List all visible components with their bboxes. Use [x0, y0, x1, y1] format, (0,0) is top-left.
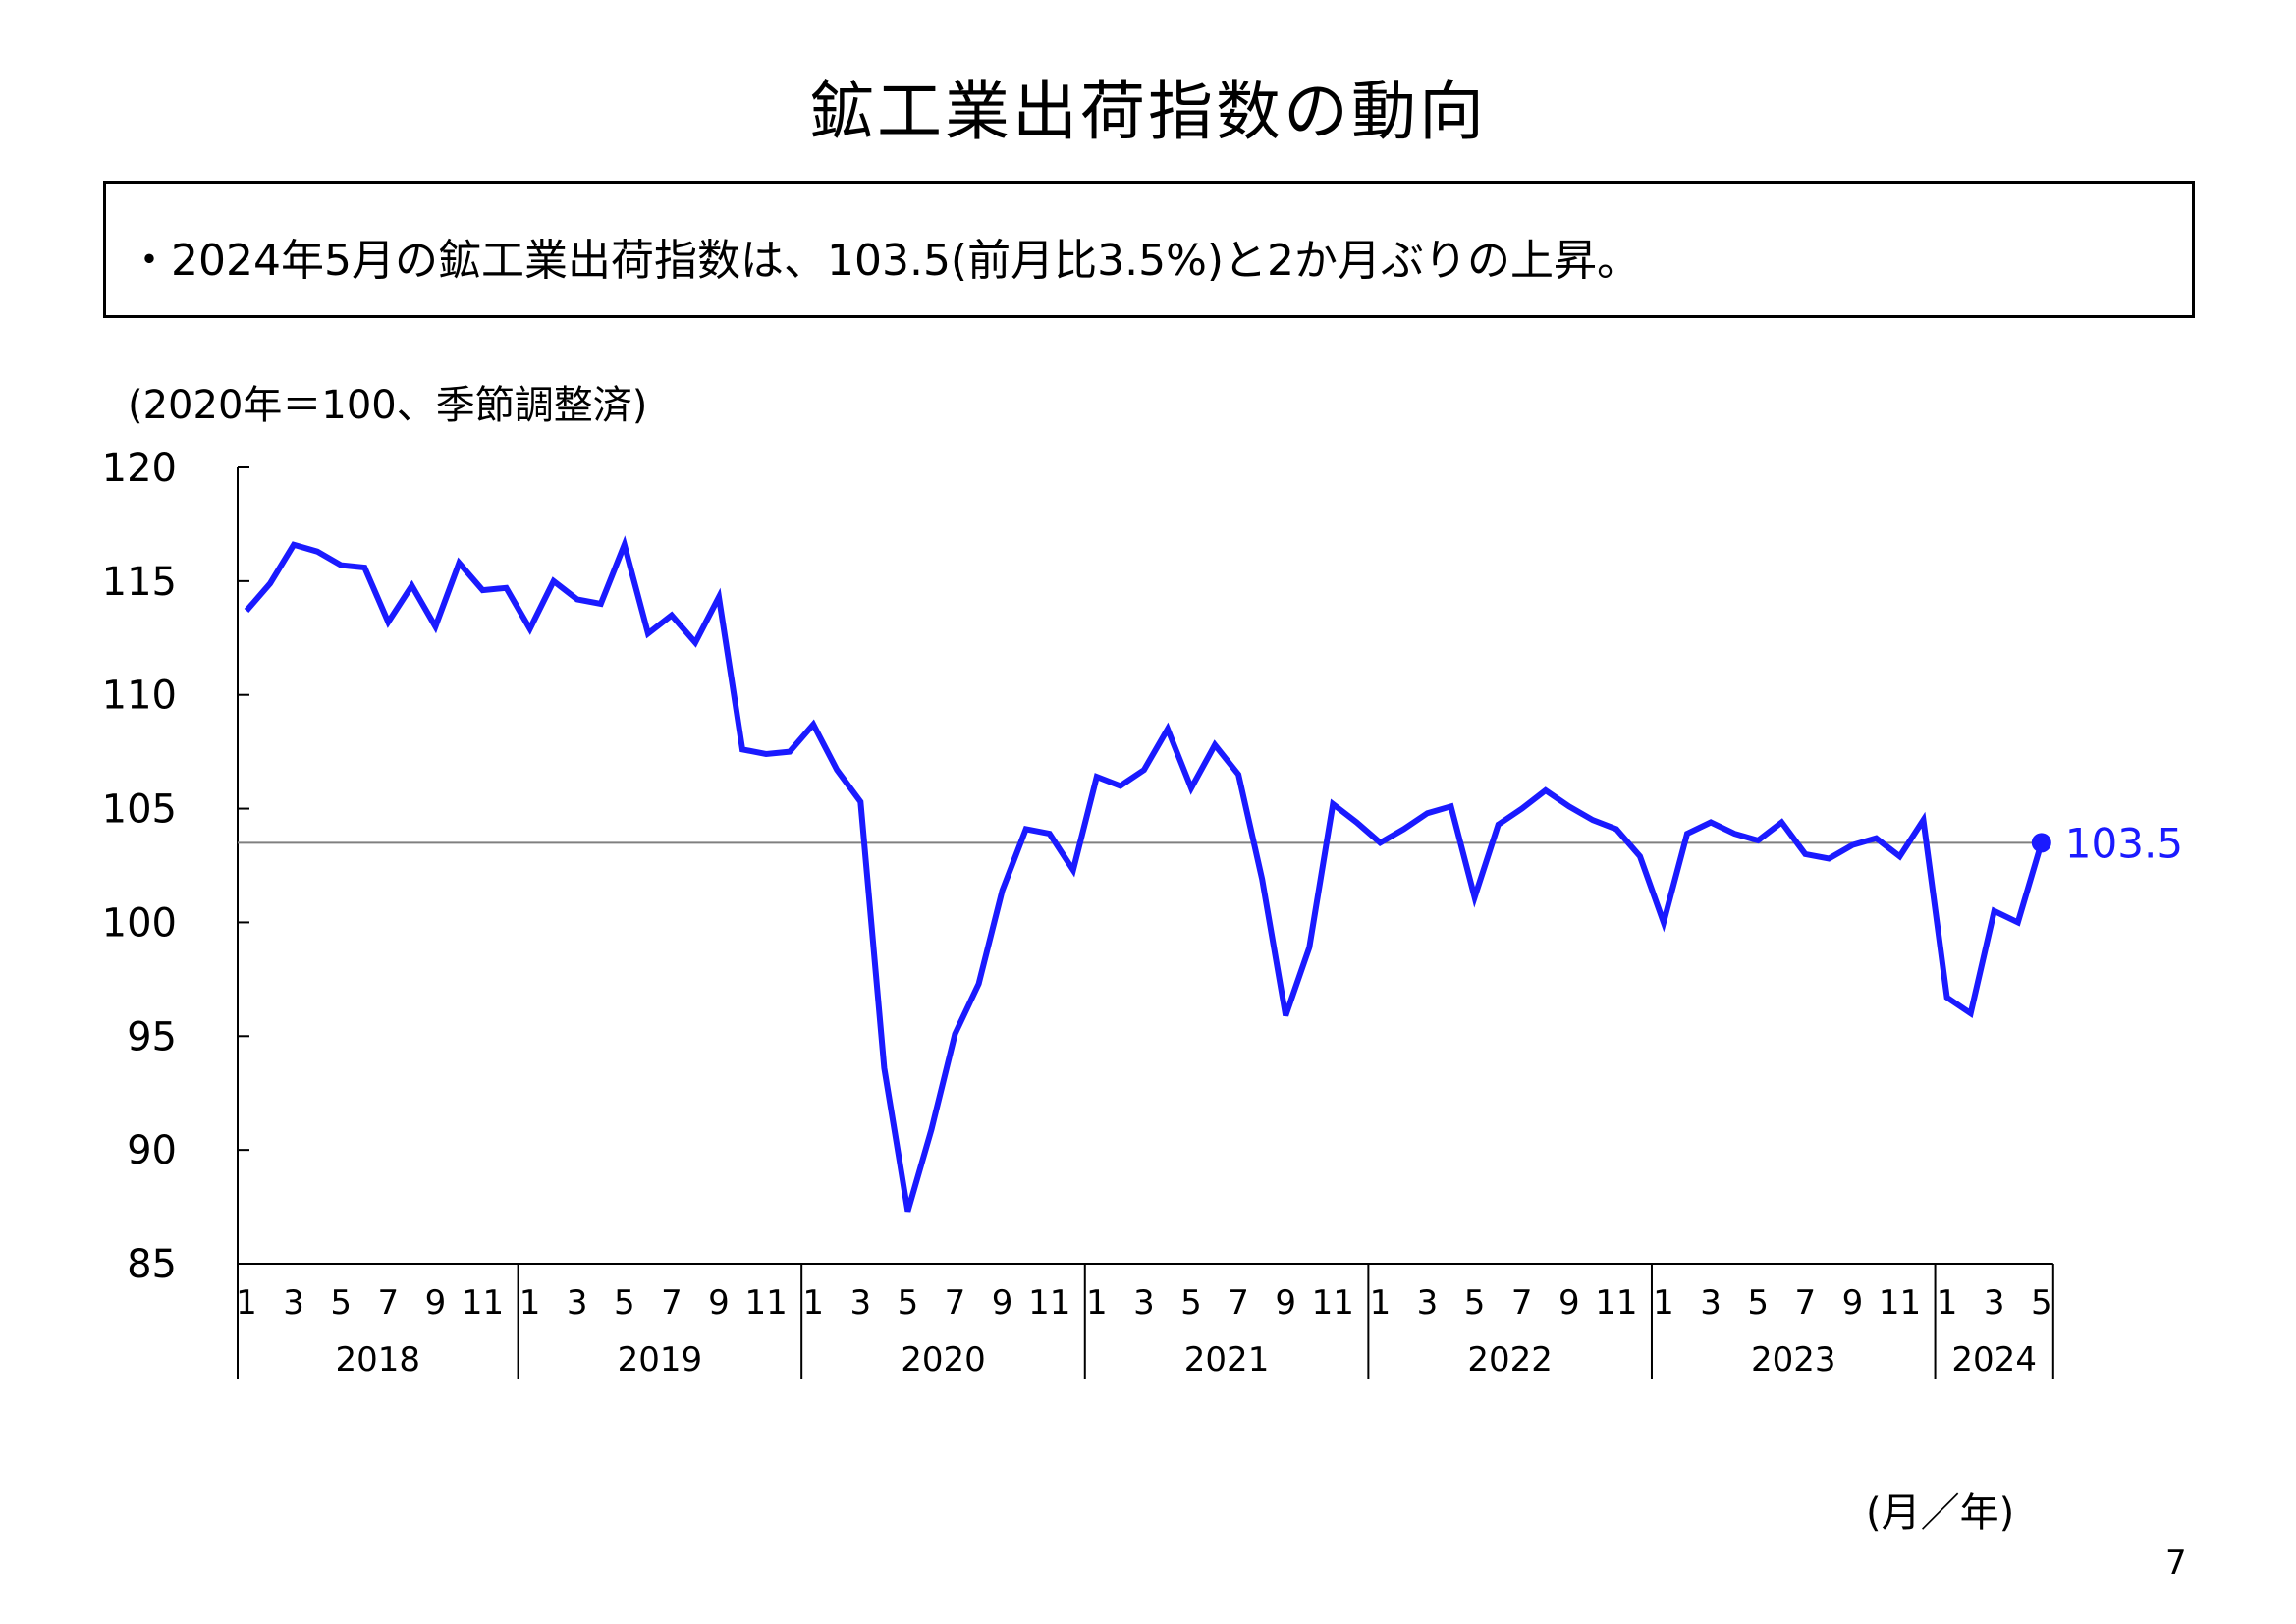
y-tick-label: 90 — [127, 1128, 177, 1173]
x-month-label: 5 — [1464, 1283, 1486, 1323]
x-year-label: 2018 — [336, 1340, 421, 1380]
x-month-label: 1 — [1653, 1283, 1674, 1323]
x-month-label: 1 — [1086, 1283, 1108, 1323]
x-month-label: 9 — [1558, 1283, 1580, 1323]
x-month-label: 9 — [992, 1283, 1013, 1323]
x-year-label: 2020 — [901, 1340, 986, 1380]
x-month-label: 3 — [567, 1283, 588, 1323]
x-month-label: 11 — [744, 1283, 787, 1323]
x-month-label: 9 — [1842, 1283, 1864, 1323]
y-tick-label: 110 — [102, 674, 177, 719]
x-year-label: 2024 — [1951, 1340, 2037, 1380]
x-year-label: 2021 — [1184, 1340, 1270, 1380]
x-year-label: 2019 — [618, 1340, 703, 1380]
x-month-label: 7 — [1511, 1283, 1533, 1323]
x-month-label: 11 — [1879, 1283, 1921, 1323]
x-year-label: 2022 — [1467, 1340, 1553, 1380]
x-month-label: 7 — [1794, 1283, 1816, 1323]
x-month-label: 5 — [330, 1283, 352, 1323]
x-month-label: 9 — [708, 1283, 730, 1323]
x-month-label: 11 — [1312, 1283, 1354, 1323]
x-month-label: 7 — [377, 1283, 399, 1323]
y-tick-label: 85 — [127, 1242, 177, 1287]
x-month-label: 11 — [462, 1283, 504, 1323]
x-month-label: 1 — [236, 1283, 257, 1323]
x-month-label: 7 — [1228, 1283, 1249, 1323]
y-tick-label: 105 — [102, 787, 177, 833]
summary-box: ・2024年5月の鉱工業出荷指数は、103.5(前月比3.5%)と2か月ぶりの上… — [103, 181, 2195, 318]
x-month-label: 1 — [802, 1283, 824, 1323]
last-point-marker — [2031, 833, 2051, 853]
x-month-label: 9 — [425, 1283, 447, 1323]
x-month-label: 3 — [283, 1283, 304, 1323]
y-tick-label: 115 — [102, 560, 177, 605]
x-month-label: 5 — [1180, 1283, 1202, 1323]
y-tick-label: 100 — [102, 900, 177, 946]
x-axis-unit-note: (月／年) — [1866, 1490, 2015, 1536]
x-month-label: 3 — [1133, 1283, 1155, 1323]
x-month-label: 7 — [945, 1283, 966, 1323]
x-month-label: 5 — [1747, 1283, 1769, 1323]
x-month-label: 9 — [1275, 1283, 1296, 1323]
x-month-label: 5 — [614, 1283, 635, 1323]
page-number: 7 — [2165, 1543, 2187, 1583]
page-title: 鉱工業出荷指数の動向 — [809, 74, 1487, 149]
last-value-label: 103.5 — [2065, 819, 2183, 867]
x-month-label: 1 — [519, 1283, 541, 1323]
series-line — [244, 535, 2045, 1213]
x-month-label: 3 — [1700, 1283, 1722, 1323]
x-month-label: 1 — [1937, 1283, 1958, 1323]
x-month-label: 5 — [898, 1283, 919, 1323]
unit-note: (2020年＝100、季節調整済) — [128, 383, 648, 428]
x-month-label: 11 — [1595, 1283, 1637, 1323]
x-month-label: 5 — [2031, 1283, 2052, 1323]
x-year-label: 2023 — [1751, 1340, 1836, 1380]
y-tick-label: 95 — [127, 1014, 177, 1059]
x-month-label: 3 — [1984, 1283, 2005, 1323]
x-month-label: 11 — [1028, 1283, 1070, 1323]
x-month-label: 3 — [1417, 1283, 1439, 1323]
x-month-label: 1 — [1370, 1283, 1392, 1323]
x-month-label: 3 — [849, 1283, 871, 1323]
x-month-label: 7 — [661, 1283, 683, 1323]
summary-text: ・2024年5月の鉱工業出荷指数は、103.5(前月比3.5%)と2か月ぶりの上… — [128, 236, 1641, 286]
y-tick-label: 120 — [102, 446, 177, 491]
